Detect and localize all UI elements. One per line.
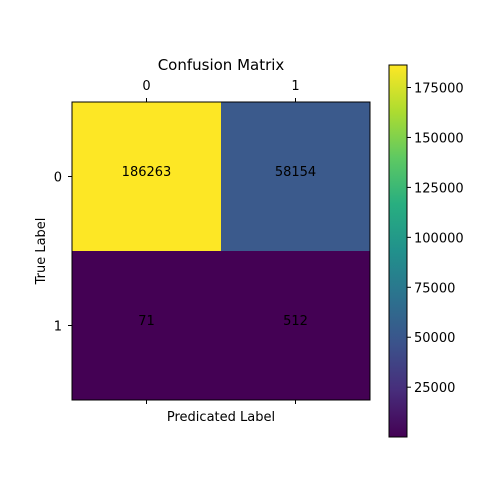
colorbar-tick-label: 150000 xyxy=(414,131,464,146)
heatmap-cell xyxy=(221,102,370,251)
heatmap-cell xyxy=(72,102,221,251)
y-axis-label: True Label xyxy=(34,218,49,286)
cell-value-label: 512 xyxy=(283,314,308,329)
x-axis-label: Predicated Label xyxy=(167,410,275,425)
colorbar-tick-label: 75000 xyxy=(414,281,455,296)
heatmap-cell xyxy=(221,251,370,400)
colorbar-tick-label: 175000 xyxy=(414,82,464,97)
chart-title: Confusion Matrix xyxy=(158,56,285,74)
x-tick-label: 0 xyxy=(142,79,150,94)
colorbar-tick-label: 50000 xyxy=(414,331,455,346)
colorbar-tick-label: 100000 xyxy=(414,231,464,246)
y-tick-label: 0 xyxy=(54,171,62,186)
colorbar-tick-label: 25000 xyxy=(414,381,455,396)
cell-value-label: 58154 xyxy=(275,165,316,180)
colorbar-ticks: 25000 50000 75000 100000 125000 150000 175000 xyxy=(407,82,464,396)
plot-frame xyxy=(71,101,371,401)
cell-value-label: 186263 xyxy=(122,165,172,180)
y-axis-ticks: 01 xyxy=(54,171,72,335)
heatmap-cell xyxy=(72,251,221,400)
cell-value-label: 71 xyxy=(138,314,155,329)
heatmap-cells: 186263 58154 71 512 xyxy=(72,102,370,400)
y-tick-label: 1 xyxy=(54,320,62,335)
x-tick-label: 1 xyxy=(291,79,299,94)
colorbar xyxy=(388,64,408,438)
colorbar-tick-label: 125000 xyxy=(414,181,464,196)
